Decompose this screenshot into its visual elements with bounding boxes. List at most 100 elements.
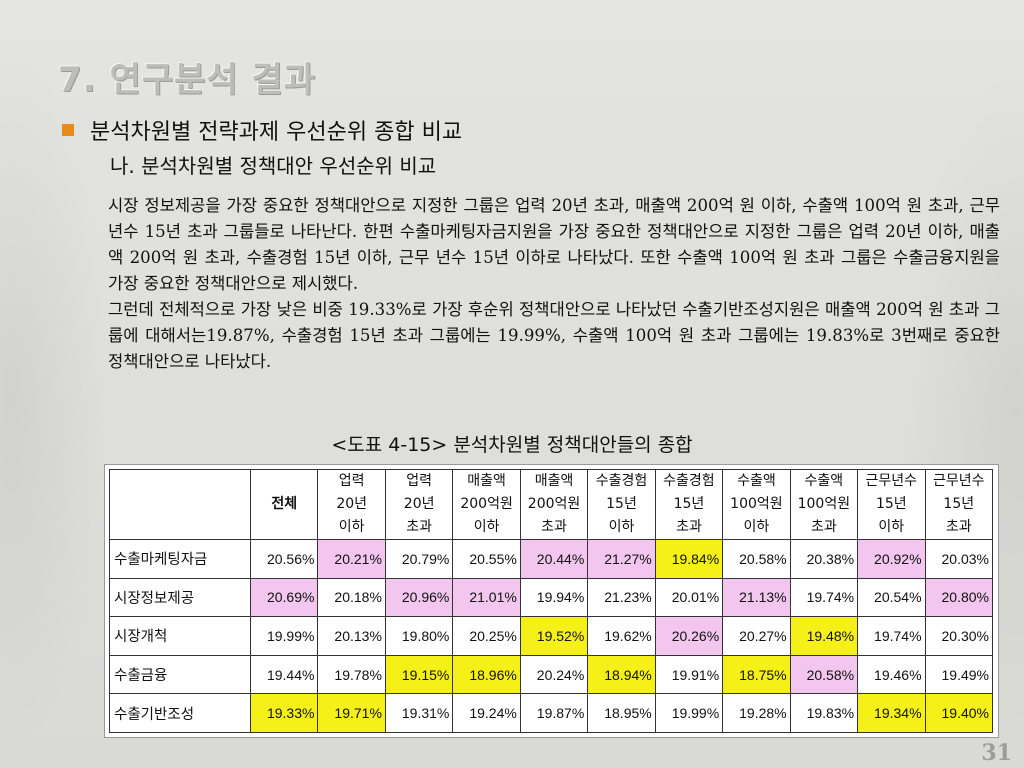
column-header-line: 이하 (338, 519, 365, 535)
table-cell: 19.15% (384, 654, 454, 695)
table-cell: 20.54% (857, 577, 926, 618)
table-cell: 19.83% (789, 693, 859, 733)
column-header-line: 초과 (541, 519, 567, 535)
table-cell: 20.96% (384, 577, 454, 618)
column-header-line: 초과 (406, 519, 433, 535)
table-cell: 20.79% (384, 539, 454, 579)
table-caption: <도표 4-15> 분석차원별 정책대안들의 종합 (331, 434, 693, 456)
column-header-line: 200억원 (460, 496, 513, 512)
table-cell: 20.25% (452, 616, 521, 656)
table-cell: 21.27% (587, 539, 656, 579)
table-cell: 19.74% (857, 616, 926, 656)
table-cell: 20.44% (519, 539, 589, 579)
column-header-line: 수출경험 (663, 473, 715, 489)
table-cell: 19.24% (452, 693, 521, 733)
column-header-line: 100억원 (730, 496, 783, 512)
column-header-line: 업력 (338, 473, 365, 489)
column-header-line: 초과 (810, 519, 837, 535)
column-header-line: 이하 (743, 519, 770, 535)
column-header-line: 이하 (473, 519, 500, 535)
table-cell: 19.48% (789, 616, 859, 656)
column-header-line: 근무년수 (865, 473, 918, 489)
table-cell: 19.34% (857, 693, 926, 733)
table-cell: 19.40% (924, 693, 994, 733)
table-cell: 18.94% (587, 654, 656, 695)
column-header-line: 이하 (878, 519, 905, 535)
table-cell: 19.99% (654, 693, 724, 733)
table-cell: 19.49% (924, 654, 994, 695)
table-cell: 20.55% (452, 539, 521, 579)
table-cell: 19.78% (317, 654, 386, 695)
table-body: 수출마케팅자금 20.56% 20.21% 20.79% 20.55% 20.44% 21.… (109, 539, 994, 733)
subheading: 나. 분석차원별 정책대안 우선순위 비교 (110, 154, 437, 178)
table-cell: 19.91% (654, 654, 724, 695)
column-header-line: 20년 (403, 496, 435, 512)
table-row: 시장개척 19.99% 20.13% 19.80% 20.25% 19.52% 19.62%… (109, 616, 994, 656)
column-header-line: 15년 (875, 496, 907, 512)
table-cell: 20.92% (857, 539, 926, 579)
column-header-line: 업력 (406, 473, 433, 489)
table-cell: 18.96% (452, 654, 521, 695)
column-header-line: 수출액 (804, 473, 844, 489)
column-header-line: 200억원 (527, 496, 581, 512)
table-cell: 20.13% (317, 616, 386, 656)
table-cell: 20.03% (924, 539, 994, 579)
column-header: 근무년수 15년 초과 (924, 469, 994, 540)
row-label: 시장정보제공 (109, 577, 251, 618)
table-cell: 18.75% (722, 654, 791, 695)
column-header-line: 초과 (945, 519, 972, 535)
table-cell: 20.21% (317, 539, 386, 579)
column-header-line: 전체 (271, 496, 298, 512)
column-header-line: 초과 (676, 519, 702, 535)
table-row: 수출기반조성 19.33% 19.71% 19.31% 19.24% 19.87% 18.9… (109, 693, 994, 733)
table-cell: 19.52% (519, 616, 589, 656)
column-header-line: 15년 (606, 496, 637, 512)
column-header-line: 15년 (673, 496, 705, 512)
table-cell: 19.46% (857, 654, 926, 695)
table-cell: 20.27% (722, 616, 791, 656)
table-cell: 19.74% (789, 577, 859, 618)
row-label: 수출금융 (109, 654, 251, 695)
row-label: 수출마케팅자금 (109, 539, 251, 579)
table-cell: 19.71% (317, 693, 386, 733)
table-cell: 20.38% (789, 539, 859, 579)
table-cell: 20.56% (249, 539, 319, 579)
row-label: 시장개척 (109, 616, 251, 656)
row-label: 수출기반조성 (109, 693, 251, 733)
paragraph-2: 그런데 전체적으로 가장 낮은 비중 19.33%로 가장 후순위 정책대안으로… (108, 300, 1000, 371)
bullet-heading-text: 분석차원별 전략과제 우선순위 종합 비교 (90, 120, 463, 145)
header-row: 전체 업력 20년 이하 업력 20년 초과 매출액 200억원 이하 매출액 200억원 초과 수출경험… (109, 469, 994, 540)
column-header-line: 20년 (336, 496, 368, 512)
column-header-line: 매출액 (467, 473, 506, 489)
table-cell: 21.13% (722, 577, 791, 618)
page-number: 31 (981, 740, 1012, 766)
table-cell: 19.99% (249, 616, 319, 656)
table-cell: 20.18% (317, 577, 386, 618)
table-cell: 20.26% (654, 616, 724, 656)
table-cell: 20.24% (519, 654, 589, 695)
table-cell: 19.31% (384, 693, 454, 733)
column-header-line: 100억원 (797, 496, 851, 512)
table-cell: 20.01% (654, 577, 724, 618)
column-header-line: 이하 (608, 519, 635, 535)
priority-table: 전체 업력 20년 이하 업력 20년 초과 매출액 200억원 이하 매출액 200억원 초과 수출경험… (109, 469, 994, 733)
table-row: 수출마케팅자금 20.56% 20.21% 20.79% 20.55% 20.44% 21.… (109, 539, 994, 579)
column-header-line: 수출액 (737, 473, 776, 489)
table-cell: 21.01% (452, 577, 521, 618)
table-cell: 18.95% (587, 693, 656, 733)
table-cell: 19.84% (654, 539, 724, 579)
table-cell: 19.44% (249, 654, 319, 695)
column-header-line: 수출경험 (595, 473, 648, 489)
background-ornament-left (0, 40, 110, 760)
bullet-square-icon (62, 124, 74, 136)
column-header-line: 매출액 (534, 473, 574, 489)
corner-cell (109, 469, 251, 540)
